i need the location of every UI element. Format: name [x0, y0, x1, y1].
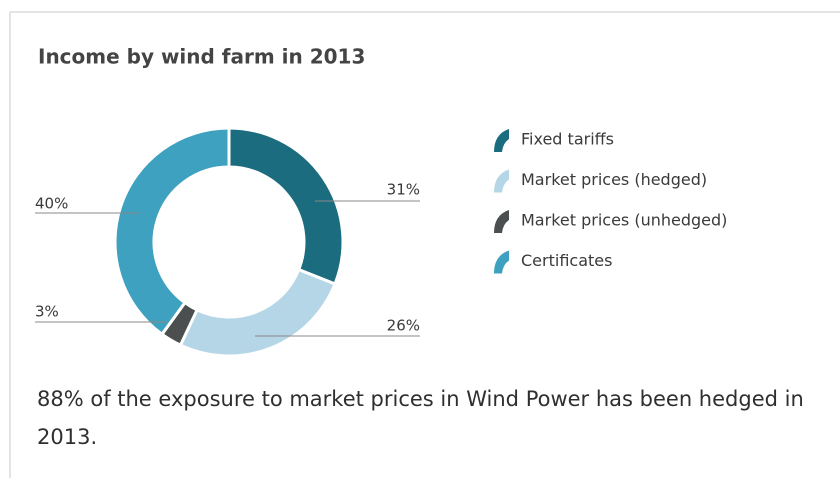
data-label: 3% — [35, 303, 59, 321]
legend-swatch — [494, 250, 509, 274]
legend-label: Fixed tariffs — [521, 130, 614, 149]
donut-segment — [227, 126, 345, 286]
data-label: 26% — [387, 317, 420, 335]
legend-swatch — [494, 129, 509, 152]
data-label: 31% — [387, 181, 420, 199]
legend-swatch — [494, 210, 509, 233]
data-label: 40% — [35, 195, 68, 213]
donut-segment — [178, 267, 337, 358]
legend-swatch — [494, 169, 509, 193]
legend-label: Certificates — [521, 251, 612, 270]
chart-title: Income by wind farm in 2013 — [38, 45, 365, 69]
donut-segment — [113, 126, 231, 337]
footnote: 88% of the exposure to market prices in … — [37, 387, 804, 449]
legend-label: Market prices (hedged) — [521, 170, 707, 189]
legend-label: Market prices (unhedged) — [521, 211, 727, 230]
